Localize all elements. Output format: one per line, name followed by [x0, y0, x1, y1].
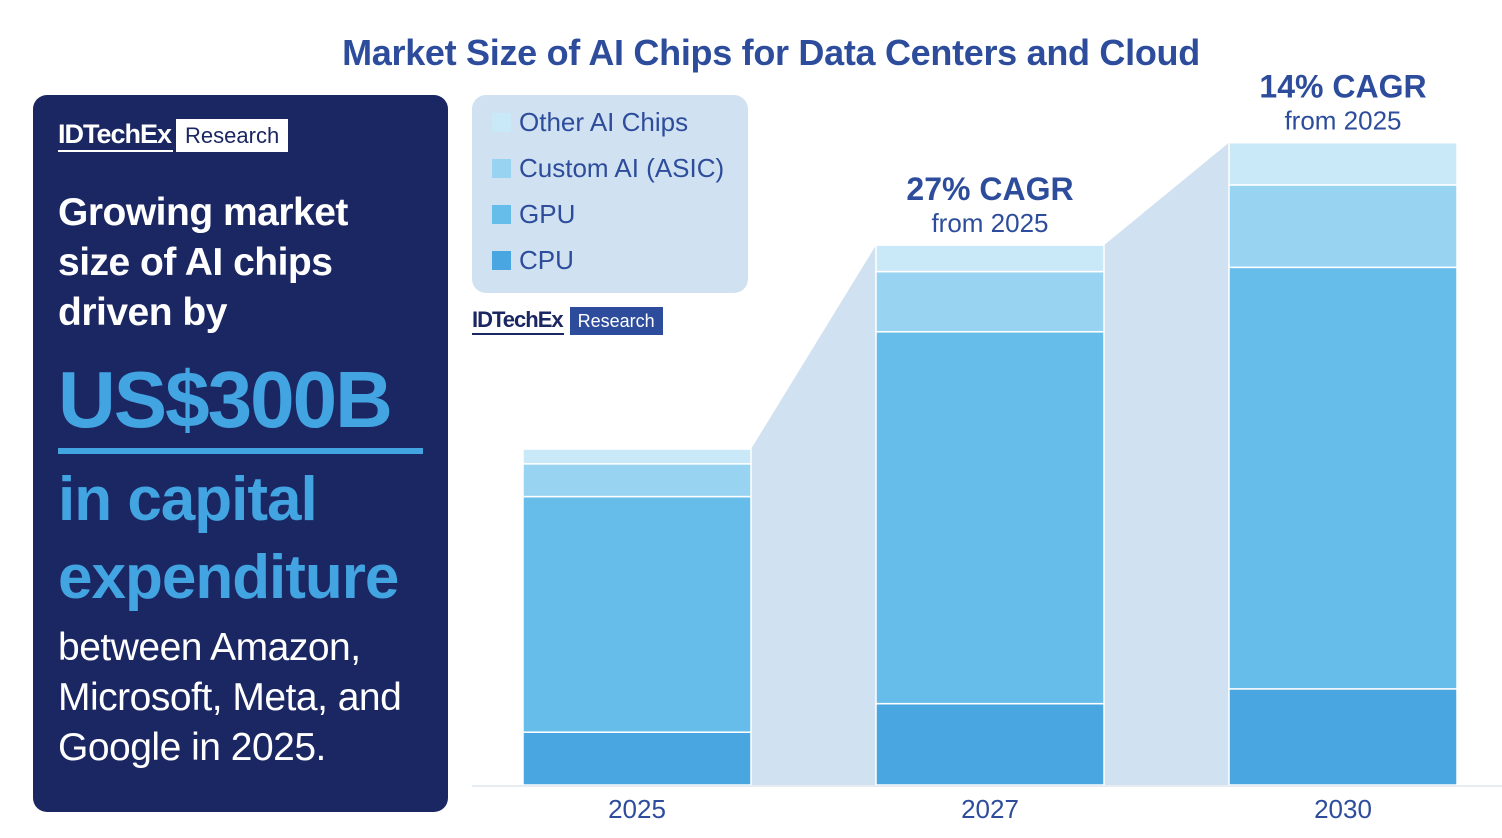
legend-item-gpu: GPU: [492, 199, 575, 230]
legend-swatch-asic: [492, 159, 511, 178]
legend-label-other: Other AI Chips: [519, 107, 689, 137]
capex-callout-panel: IDTechEx Research Growing market size of…: [33, 95, 448, 812]
bar-2030-gpu: [1228, 266, 1458, 690]
bar-2025-custom-ai-asic: [522, 463, 752, 498]
chart-logo-tag: Research: [569, 307, 663, 335]
bar-2025-gpu: [522, 495, 752, 733]
legend-label-gpu: GPU: [519, 199, 576, 229]
connector-2027-2030: [1104, 142, 1229, 785]
legend-label-cpu: CPU: [519, 245, 574, 275]
bar-2030-cpu: [1228, 688, 1458, 786]
bar-2027-other-ai-chips: [875, 244, 1105, 273]
chart-legend: Other AI Chips Custom AI (ASIC) GPU CPU: [472, 95, 748, 293]
amount-underline: [58, 448, 423, 454]
legend-item-other: Other AI Chips: [492, 107, 688, 138]
legend-label-asic: Custom AI (ASIC): [519, 153, 725, 183]
legend-swatch-other: [492, 113, 511, 132]
cagr-annotation-2030: 14% CAGR: [1259, 69, 1426, 105]
cagr-subtext-2027: from 2025: [931, 208, 1048, 238]
cagr-annotation-2027: 27% CAGR: [906, 171, 1073, 207]
panel-body-text: between Amazon, Microsoft, Meta, and Goo…: [58, 626, 402, 769]
chart-logo-name: IDTechEx: [472, 307, 564, 335]
legend-item-cpu: CPU: [492, 245, 574, 276]
bar-2025-cpu: [522, 731, 752, 786]
bar-2027-cpu: [875, 702, 1105, 786]
logo-tag: Research: [176, 119, 289, 152]
legend-swatch-cpu: [492, 251, 511, 270]
bar-2030-custom-ai-asic: [1228, 184, 1458, 269]
x-tick-label-2030: 2030: [1314, 794, 1372, 824]
logo-name: IDTechEx: [58, 119, 174, 152]
panel-accent-text: in capital expenditure: [58, 465, 399, 612]
idtechex-logo: IDTechEx Research: [58, 119, 289, 152]
cagr-subtext-2030: from 2025: [1284, 106, 1401, 136]
legend-item-asic: Custom AI (ASIC): [492, 153, 724, 184]
bar-2027-gpu: [875, 331, 1105, 705]
bar-2027-custom-ai-asic: [875, 270, 1105, 333]
legend-swatch-gpu: [492, 205, 511, 224]
bar-2030-other-ai-chips: [1228, 141, 1458, 186]
x-tick-label-2025: 2025: [608, 794, 666, 824]
bar-2025-other-ai-chips: [522, 448, 752, 465]
idtechex-chart-logo: IDTechEx Research: [472, 307, 663, 335]
x-tick-label-2027: 2027: [961, 794, 1019, 824]
panel-heading: Growing market size of AI chips driven b…: [58, 191, 348, 334]
capex-amount: US$300B: [58, 355, 393, 444]
chart-title: Market Size of AI Chips for Data Centers…: [342, 32, 1200, 73]
connector-2025-2027: [751, 245, 876, 786]
